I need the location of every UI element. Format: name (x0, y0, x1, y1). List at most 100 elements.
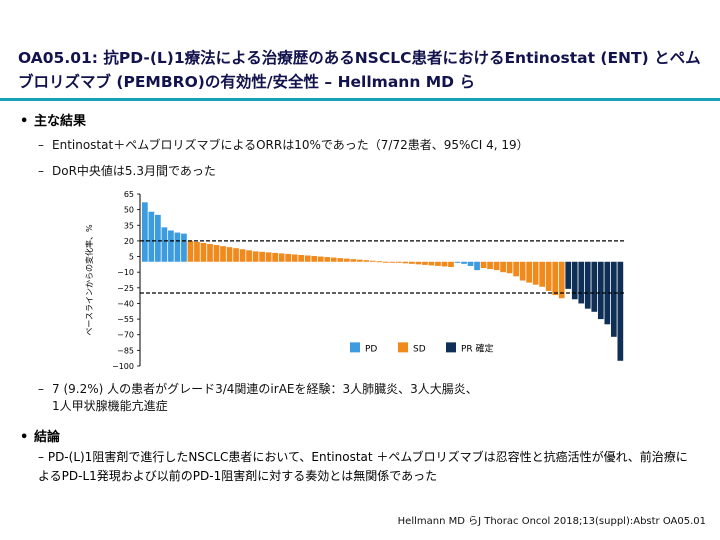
bar-sd (369, 260, 376, 262)
bar-sd (252, 251, 259, 262)
sub-bullet-conclusion-text: PD-(L)1阻害剤で進行したNSCLC患者において、Entinostat ＋ペ… (38, 450, 688, 483)
bullet-conclusion: • 結論 (20, 426, 60, 445)
y-tick-label: −55 (117, 315, 134, 324)
title-divider (0, 98, 720, 101)
bar-sd (356, 259, 363, 262)
bar-sd (200, 242, 207, 262)
bar-sd (519, 261, 526, 281)
bullet-main-results: • 主な結果 (20, 110, 86, 129)
bar-sd (298, 254, 305, 262)
bar-sd (552, 261, 559, 296)
bar-sd (285, 253, 292, 262)
bar-pd (148, 211, 155, 262)
bar-pr-確定 (571, 261, 578, 300)
bar-sd (220, 246, 226, 262)
y-tick-label: −25 (117, 284, 134, 293)
bullet-main-results-label: 主な結果 (34, 114, 87, 129)
bar-sd (422, 261, 428, 265)
bar-sd (409, 261, 415, 264)
legend-swatch (350, 342, 360, 353)
bar-pd (168, 230, 174, 262)
bullet-dot: • (20, 430, 29, 445)
y-tick-label: −70 (117, 331, 134, 340)
bar-sd (513, 261, 519, 277)
sub-bullet-irae: –7 (9.2%) 人の患者がグレード3/4関連のirAEを経験：3人肺臓炎、3… (38, 380, 478, 414)
bullet-dot: • (20, 114, 29, 129)
bar-sd (246, 250, 252, 262)
y-tick-label: 20 (124, 237, 134, 246)
bar-sd (441, 261, 448, 267)
citation: Hellmann MD らJ Thorac Oncol 2018;13(supp… (397, 516, 706, 527)
bar-sd (233, 248, 239, 262)
bar-sd (539, 261, 546, 287)
legend-label: PR 確定 (461, 342, 494, 354)
bar-pr-確定 (604, 261, 611, 325)
y-tick-label: 50 (124, 206, 134, 215)
dash: – (38, 450, 48, 464)
bar-pr-確定 (591, 261, 598, 312)
bar-sd (383, 261, 389, 263)
bar-sd (278, 253, 285, 262)
y-axis-label: ベースラインからの変化率、% (84, 224, 94, 336)
y-tick-label: −10 (117, 268, 134, 277)
bar-pd (142, 202, 148, 262)
sub-bullet-dor: – DoR中央値は5.3月間であった (38, 162, 216, 179)
bar-sd (448, 261, 454, 267)
bar-sd (207, 244, 213, 262)
bar-pr-確定 (565, 261, 572, 289)
bar-pd (461, 261, 467, 264)
bar-pr-確定 (578, 261, 585, 304)
bar-sd (526, 261, 533, 283)
bar-sd (304, 255, 311, 262)
sub-bullet-orr: – Entinostat＋ペムブロリズマブによるORRは10%であった（7/72患… (38, 136, 529, 153)
bar-sd (480, 261, 487, 269)
bar-sd (532, 261, 539, 285)
bar-sd (435, 261, 441, 266)
sub-bullet-irae-line2: 1人甲状腺機能亢進症 (52, 399, 168, 413)
dash: – (38, 138, 44, 152)
bar-pd (181, 233, 187, 262)
sub-bullet-orr-text: Entinostat＋ペムブロリズマブによるORRは10%であった（7/72患者… (52, 138, 529, 152)
bullet-conclusion-label: 結論 (34, 430, 61, 445)
y-tick-label: −85 (117, 346, 134, 355)
bar-sd (226, 247, 233, 262)
y-tick-label: 5 (129, 253, 134, 262)
bar-sd (330, 257, 337, 262)
bar-sd (272, 252, 278, 262)
bar-pd (174, 232, 181, 262)
waterfall-chart: ベースラインからの変化率、% 65 50 35 20 5 −10 −25 −40 −55 −70 −8… (84, 190, 626, 371)
bar-sd (324, 257, 331, 262)
bar-sd (311, 256, 318, 262)
bar-sd (487, 261, 493, 270)
bar-sd (317, 256, 324, 262)
legend-label: PD (365, 344, 377, 354)
bar-sd (187, 240, 194, 262)
bar-pd (155, 214, 161, 262)
legend-swatch (398, 342, 408, 353)
bar-sd (337, 258, 344, 262)
bar-sd (213, 245, 220, 262)
sub-bullet-irae-line1: 7 (9.2%) 人の患者がグレード3/4関連のirAEを経験：3人肺臓炎、3人… (52, 382, 478, 396)
bar-pr-確定 (597, 261, 604, 320)
legend-label: SD (413, 344, 426, 354)
legend-swatch (446, 342, 456, 353)
bar-sd (259, 251, 265, 262)
bar-sd (493, 261, 500, 271)
bar-sd (350, 259, 357, 262)
slide-title: OA05.01: 抗PD-(L)1療法による治療歴のあるNSCLC患者におけるE… (18, 49, 701, 91)
y-tick-label: −40 (117, 299, 134, 308)
bar-sd (363, 260, 370, 262)
bar-sd (239, 249, 246, 262)
bar-sd (389, 261, 396, 263)
bar-pd (474, 261, 480, 271)
bar-sd (545, 261, 552, 291)
bar-sd (500, 261, 506, 273)
dash: – (38, 164, 44, 178)
bar-pr-確定 (610, 261, 617, 337)
dash: – (38, 382, 44, 396)
bar-sd (506, 261, 513, 274)
sub-bullet-dor-text: DoR中央値は5.3月間であった (52, 164, 216, 178)
sub-bullet-conclusion: – PD-(L)1阻害剤で進行したNSCLC患者において、Entinostat … (38, 448, 698, 486)
y-tick-label: 65 (124, 190, 134, 199)
bar-pd (454, 261, 461, 263)
